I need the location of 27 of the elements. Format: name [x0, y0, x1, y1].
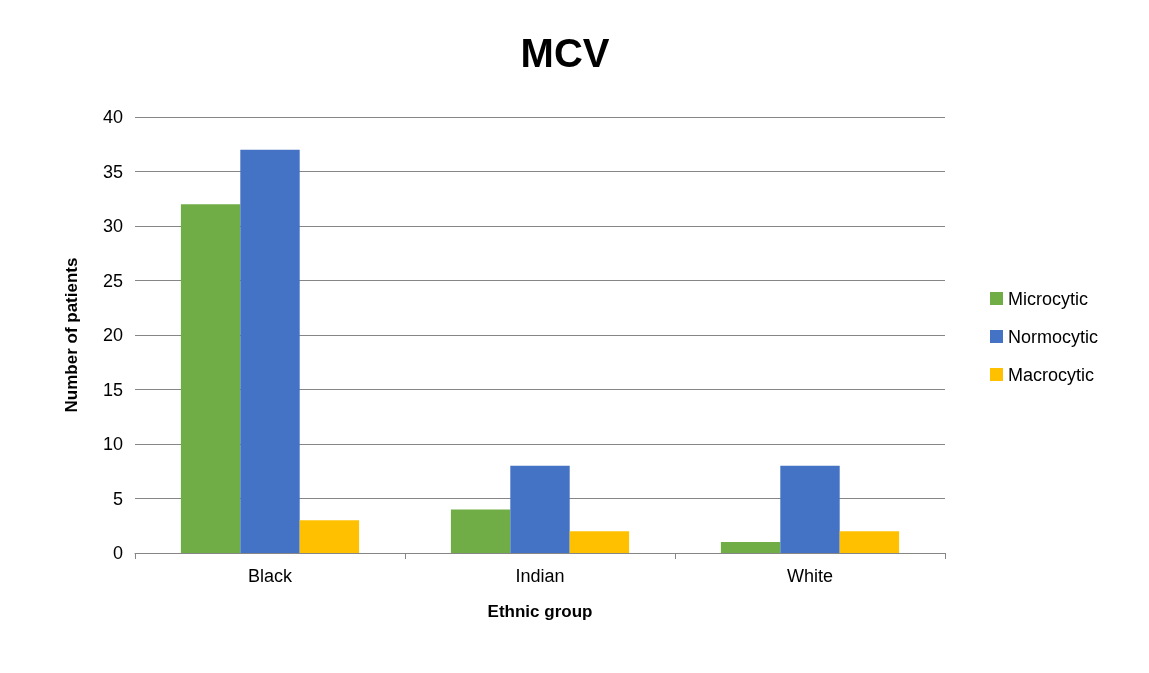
bar: [569, 531, 630, 553]
legend-label: Microcytic: [1008, 288, 1088, 309]
y-tick-label: 25: [102, 270, 123, 291]
y-tick-label: 5: [112, 488, 123, 509]
x-tick-label: Indian: [515, 566, 565, 586]
bar: [299, 520, 360, 553]
bar: [510, 465, 570, 553]
y-tick-label: 0: [112, 543, 123, 563]
legend-label: Macrocytic: [1008, 364, 1095, 385]
x-tick-label: White: [786, 566, 834, 586]
y-tick-label: 30: [102, 216, 123, 236]
y-tick-label: 35: [102, 161, 123, 182]
bar: [450, 509, 511, 553]
x-tick-label: Black: [247, 566, 294, 586]
bar: [180, 204, 241, 553]
bar: [240, 149, 300, 553]
bar: [780, 465, 840, 553]
y-tick-label: 15: [102, 379, 123, 400]
y-axis-title: Number of patients: [62, 257, 81, 413]
chart-title: MCV: [520, 31, 610, 75]
bar: [720, 542, 781, 553]
legend-label: Normocytic: [1008, 326, 1099, 347]
bar: [839, 531, 900, 553]
y-tick-label: 20: [102, 325, 123, 345]
x-axis-title: Ethnic group: [487, 602, 593, 621]
y-tick-label: 40: [102, 107, 123, 127]
y-tick-label: 10: [102, 434, 123, 454]
